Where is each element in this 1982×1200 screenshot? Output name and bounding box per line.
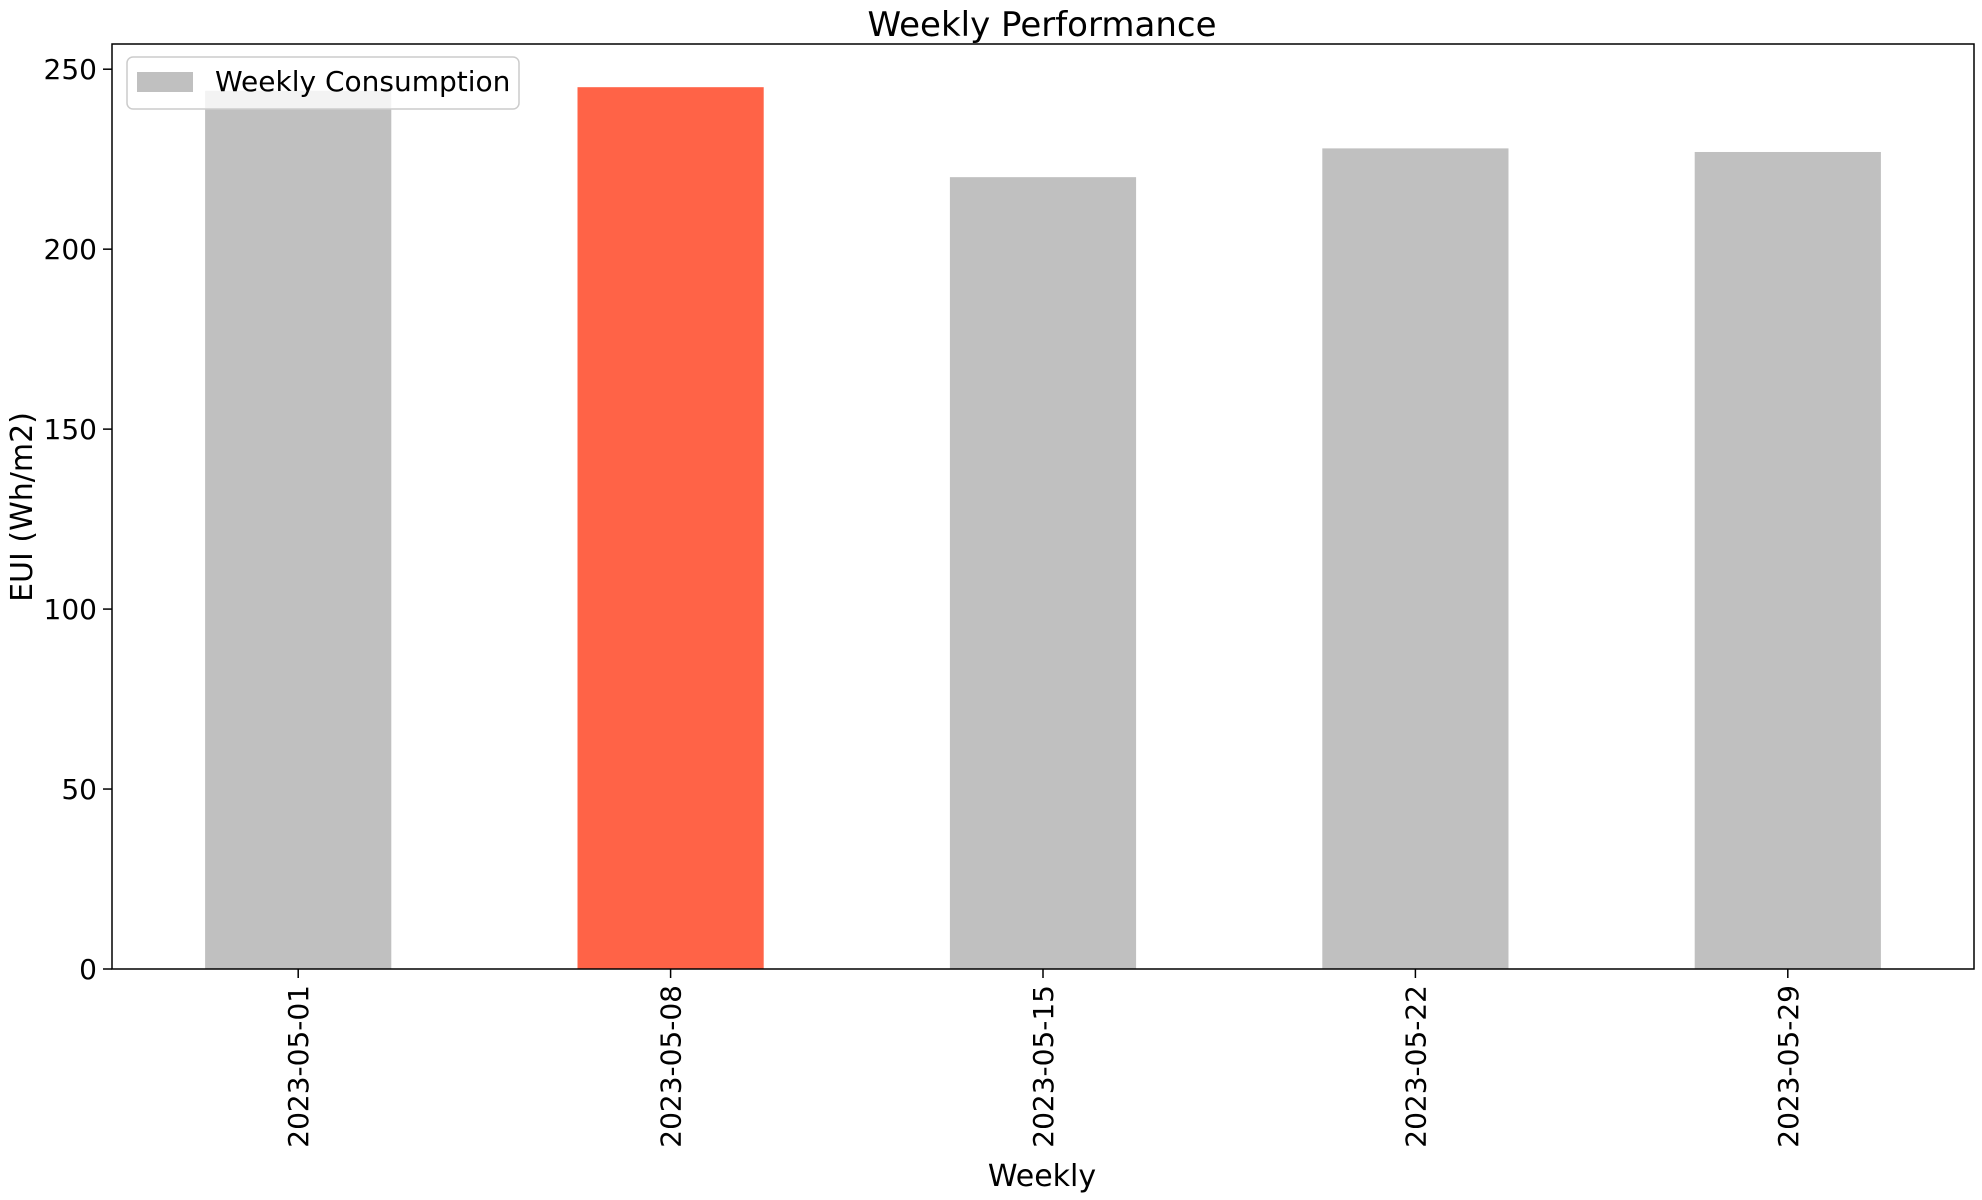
bar-2023-05-01 — [205, 90, 392, 969]
bar-2023-05-22 — [1322, 148, 1509, 969]
y-axis: 0 50 100 150 200 250 — [44, 53, 112, 986]
legend: Weekly Consumption — [126, 56, 520, 110]
legend-frame — [126, 56, 520, 110]
legend-label: Weekly Consumption — [215, 65, 510, 98]
x-tick-label: 2023-05-08 — [655, 985, 688, 1148]
y-tick-label: 100 — [44, 593, 97, 626]
legend-swatch — [137, 72, 193, 92]
y-tick-label: 150 — [44, 413, 97, 446]
y-tick-label: 250 — [44, 53, 97, 86]
x-tick-label: 2023-05-29 — [1772, 985, 1805, 1148]
bar-2023-05-08 — [577, 87, 764, 969]
plot-frame — [111, 43, 1975, 970]
y-tick-label: 200 — [44, 233, 97, 266]
x-tick-label: 2023-05-01 — [282, 985, 315, 1148]
y-tick-label: 0 — [79, 953, 97, 986]
x-tick-label: 2023-05-15 — [1027, 985, 1060, 1148]
y-tick-label: 50 — [61, 773, 97, 806]
x-axis-label: Weekly — [988, 1159, 1096, 1194]
x-tick-label: 2023-05-22 — [1399, 985, 1432, 1148]
bars-layer — [205, 87, 1881, 969]
y-axis-label: EUI (Wh/m2) — [5, 412, 40, 602]
x-axis: 2023-05-01 2023-05-08 2023-05-15 2023-05-22… — [282, 969, 1805, 1148]
bar-2023-05-15 — [949, 177, 1137, 969]
chart-title: Weekly Performance — [868, 5, 1217, 45]
bar-2023-05-29 — [1694, 151, 1881, 969]
